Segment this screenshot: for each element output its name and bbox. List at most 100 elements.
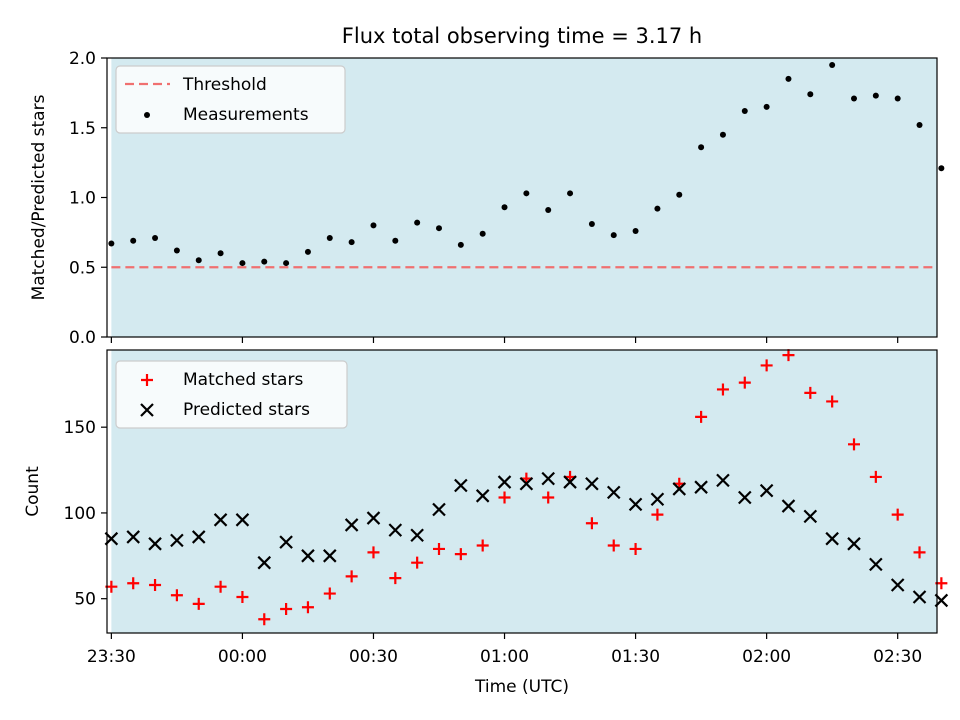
ratio-y-tick-label: 1.0 [69,189,96,209]
measurement-point [217,250,224,257]
predicted-star-point [279,535,293,549]
predicted-star-point [694,480,708,494]
matched-star-point [913,546,926,559]
ratio-panel: 0.00.51.01.52.0 Matched/Predicted stars … [29,49,945,348]
measurement-point [304,248,311,255]
matched-star-point [738,376,751,389]
matched-star-point [345,570,358,583]
measurement-point [348,239,355,246]
matched-star-point [498,491,511,504]
measurement-point [523,190,530,197]
matched-star-point [192,597,205,610]
predicted-star-point [170,533,184,548]
time-x-tick-label: 02:00 [742,647,791,667]
time-x-tick-label: 00:00 [218,647,267,667]
matched-star-point [389,572,402,585]
predicted-star-point [738,490,752,505]
matched-star-point [804,386,817,399]
predicted-star-point [344,518,359,532]
legend-predicted-swatch [140,403,154,417]
measurement-point [261,258,268,265]
measurement-point [872,92,879,99]
predicted-star-point [410,528,424,543]
predicted-star-point [912,590,927,604]
predicted-star-point [301,549,315,563]
matched-star-point [127,577,140,590]
matched-star-point [891,508,904,521]
ratio-y-tick-label: 0.0 [69,328,96,348]
measurement-point [239,260,246,267]
count-y-axis-label: Count [23,466,43,517]
count-legend: Matched stars Predicted stars [115,360,348,429]
matched-star-point [651,508,664,521]
predicted-star-point [388,523,403,537]
matched-star-point [869,470,882,483]
predicted-star-point [890,578,905,592]
ratio-axes: 0.0 0.5 1.0 1.5 2.0 [69,49,938,348]
matched-star-point [280,602,293,615]
predicted-star-point [606,485,621,500]
matched-star-point [258,613,271,626]
ratio-legend: Threshold Measurements [115,65,346,134]
measurement-point [392,237,399,244]
predicted-star-point [257,555,272,570]
matched-star-point [782,349,795,362]
predicted-star-point [781,499,796,513]
predicted-star-point [454,478,468,493]
ratio-y-tick-label: 0.5 [69,258,96,278]
time-x-tick-label: 23:30 [87,647,136,667]
predicted-star-point [847,537,861,551]
matched-star-point [607,539,620,552]
count-panel: 50 100 150 23:30 00:00 00:30 01:00 01:30 02:00 02… [23,349,949,697]
legend-threshold-label: Threshold [182,75,267,95]
measurement-point [436,225,442,232]
predicted-star-point [323,549,337,563]
ratio-y-axis-label: Matched/Predicted stars [29,94,49,300]
predicted-star-point [126,530,140,544]
predicted-star-point [585,477,599,491]
predicted-star-point [803,509,818,524]
time-x-tick-label: 01:00 [480,647,529,667]
measurement-point [457,241,464,248]
ratio-legend-box [115,65,346,134]
predicted-star-point [716,473,730,488]
time-x-tick-label: 02:30 [873,647,922,667]
measurement-point [195,257,202,264]
measurement-point [763,103,770,110]
matched-star-point [695,410,708,423]
measurement-point [785,75,792,82]
predicted-star-point [541,471,555,486]
time-x-axis-label: Time (UTC) [474,677,569,697]
count-points [104,349,949,626]
predicted-star-point [148,537,162,551]
measurement-point [414,219,421,226]
measurement-point [719,131,726,138]
predicted-star-point [475,489,490,503]
predicted-star-point [759,483,774,498]
predicted-star-point [235,513,250,527]
legend-measurements-swatch [144,112,150,118]
measurement-point [851,95,857,102]
measurement-point [173,247,180,254]
legend-measurements-label: Measurements [183,105,309,125]
legend-predicted-label: Predicted stars [183,400,310,420]
matched-star-point [323,587,336,600]
count-y-tick-label: 50 [74,590,96,610]
measurement-points [108,61,945,267]
predicted-star-point [432,502,446,517]
predicted-star-point [497,475,512,489]
matched-star-point [542,491,555,504]
measurement-point [807,91,814,98]
measurement-point [632,227,639,234]
measurement-point [479,230,486,237]
predicted-star-point [519,477,534,491]
measurement-point [938,165,945,172]
predicted-star-point [191,530,206,544]
legend-matched-label: Matched stars [183,370,303,390]
count-y-tick-label: 150 [64,418,96,438]
count-axes: 50 100 150 23:30 00:00 00:30 01:00 01:30 02:00 02… [64,349,938,667]
matched-star-point [411,556,424,569]
matched-star-point [585,517,598,530]
matched-star-point [716,383,729,396]
